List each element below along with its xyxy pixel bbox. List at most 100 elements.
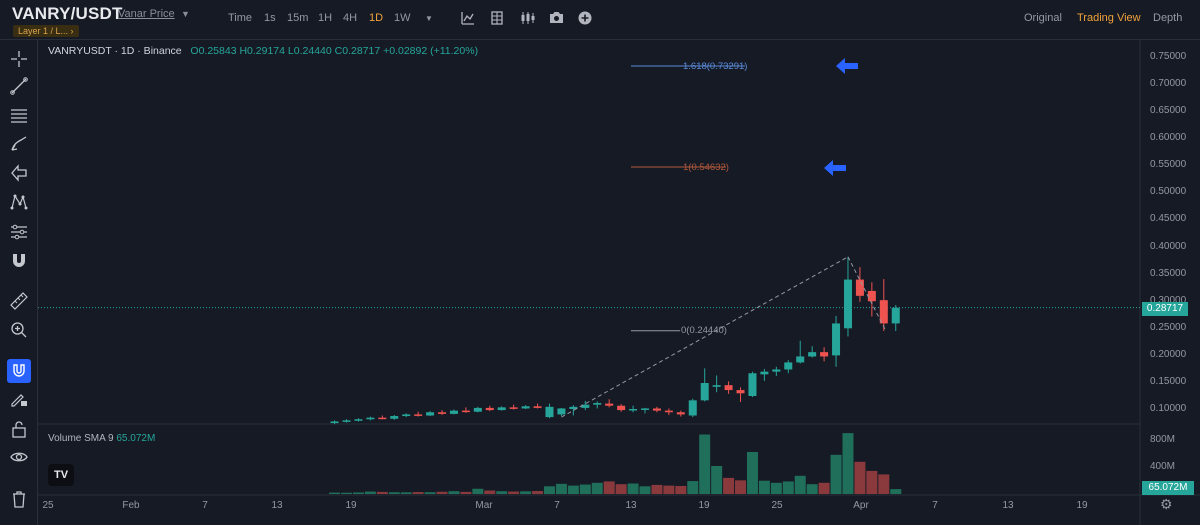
view-depth[interactable]: Depth	[1153, 12, 1183, 24]
volume-bar	[532, 491, 544, 494]
time-tick: 25	[42, 500, 54, 511]
candle-body	[855, 279, 864, 296]
zoom-icon[interactable]	[8, 319, 30, 341]
time-tick: 19	[698, 500, 710, 511]
candle-body	[569, 406, 578, 409]
brush-icon[interactable]	[8, 133, 30, 155]
volume-bar	[675, 485, 687, 494]
symbol-name-link[interactable]: Vanar Price	[118, 8, 175, 20]
candle-body	[461, 410, 470, 413]
timeframe-time[interactable]: Time	[228, 12, 253, 24]
candle-body	[485, 407, 494, 411]
timeframe-dropdown-icon[interactable]: ▼	[425, 14, 433, 23]
candle-body	[593, 403, 602, 405]
annotation-arrow-icon[interactable]	[836, 58, 858, 74]
candle-body	[772, 369, 781, 372]
candle-body	[641, 408, 649, 410]
time-tick: 19	[1076, 500, 1088, 511]
timeframe-4h[interactable]: 4H	[343, 12, 358, 24]
candles-icon[interactable]	[520, 11, 536, 28]
crosshair-icon[interactable]	[8, 48, 30, 70]
timeframe-1h[interactable]: 1H	[318, 12, 333, 24]
trendline-icon[interactable]	[8, 75, 30, 97]
volume-bar	[591, 482, 603, 494]
timeframe-15m[interactable]: 15m	[287, 12, 309, 24]
volume-bar	[579, 484, 591, 494]
price-tick: 0.70000	[1150, 78, 1187, 90]
price-tick: 0.45000	[1150, 213, 1187, 225]
magnet-icon[interactable]	[8, 250, 30, 272]
volume-bar	[830, 454, 842, 494]
volume-tick: 400M	[1150, 461, 1176, 472]
arrow-icon[interactable]	[8, 162, 30, 184]
price-tick: 0.25000	[1150, 321, 1187, 333]
volume-bar	[603, 481, 615, 494]
volume-bar	[842, 433, 854, 494]
candle-body	[820, 352, 829, 357]
tradingview-logo: TV	[48, 464, 74, 486]
view-trading-view[interactable]: Trading View	[1077, 12, 1141, 24]
candle-body	[449, 410, 458, 414]
volume-bar	[794, 475, 806, 494]
candle-body	[330, 421, 339, 424]
time-tick: Apr	[853, 500, 869, 511]
eye-icon[interactable]	[8, 446, 30, 468]
candle-body	[664, 410, 673, 413]
volume-bar	[352, 492, 364, 494]
trash-icon[interactable]	[8, 488, 30, 510]
volume-bar	[687, 481, 699, 494]
annotation-arrow-icon[interactable]	[824, 160, 846, 176]
chart-type-icon[interactable]	[461, 11, 475, 28]
candle-body	[402, 414, 411, 417]
timeframe-1w[interactable]: 1W	[394, 12, 411, 24]
volume-bar	[723, 477, 735, 494]
candle-body	[688, 400, 697, 416]
bars-icon[interactable]	[491, 11, 503, 28]
candle-body	[581, 404, 590, 408]
timeframe-1d[interactable]: 1D	[369, 12, 384, 24]
candle-body	[629, 409, 638, 411]
chevron-down-icon[interactable]: ▼	[181, 9, 190, 19]
volume-bar	[866, 470, 878, 494]
pattern-icon[interactable]	[8, 191, 30, 213]
volume-bar	[508, 491, 520, 494]
ruler-icon[interactable]	[8, 290, 30, 312]
candle-body	[796, 356, 805, 363]
camera-icon[interactable]	[549, 11, 564, 27]
plus-circle-icon[interactable]	[578, 11, 592, 28]
lock-magnet-icon[interactable]	[7, 359, 31, 383]
volume-bar	[758, 480, 770, 494]
indicators-icon[interactable]	[8, 221, 30, 243]
view-original[interactable]: Original	[1024, 12, 1062, 24]
volume-bar	[460, 491, 472, 494]
candle-body	[712, 385, 721, 387]
candle-body	[891, 307, 900, 324]
time-tick: 13	[271, 500, 283, 511]
candles	[38, 256, 1140, 425]
volume-legend[interactable]: Volume SMA 9 65.072M	[48, 433, 155, 444]
volume-bar	[806, 484, 818, 494]
fib-trend-line	[561, 256, 849, 418]
time-tick: 13	[625, 500, 637, 511]
volume-bar	[890, 489, 902, 494]
timeframe-1s[interactable]: 1s	[264, 12, 276, 24]
price-tick: 0.55000	[1150, 159, 1187, 171]
candle-body	[617, 405, 626, 411]
candle-body	[557, 408, 566, 415]
edit-lock-icon[interactable]	[8, 388, 30, 410]
candle-body	[808, 352, 817, 357]
volume-bar	[412, 492, 424, 494]
fib-icon[interactable]	[8, 104, 30, 126]
legend-title[interactable]: VANRYUSDT · 1D · Binance	[48, 45, 182, 57]
lock-icon[interactable]	[8, 418, 30, 440]
volume-bar	[388, 492, 400, 494]
volume-bar	[651, 484, 663, 494]
settings-icon[interactable]: ⚙	[1160, 496, 1173, 512]
volume-bar	[496, 491, 508, 494]
category-tag[interactable]: Layer 1 / L... ›	[13, 25, 79, 37]
candle-body	[414, 414, 423, 416]
legend-close: C0.28717	[334, 45, 381, 57]
price-tick: 0.75000	[1150, 51, 1187, 62]
symbol-title[interactable]: VANRY/USDT	[12, 4, 123, 23]
